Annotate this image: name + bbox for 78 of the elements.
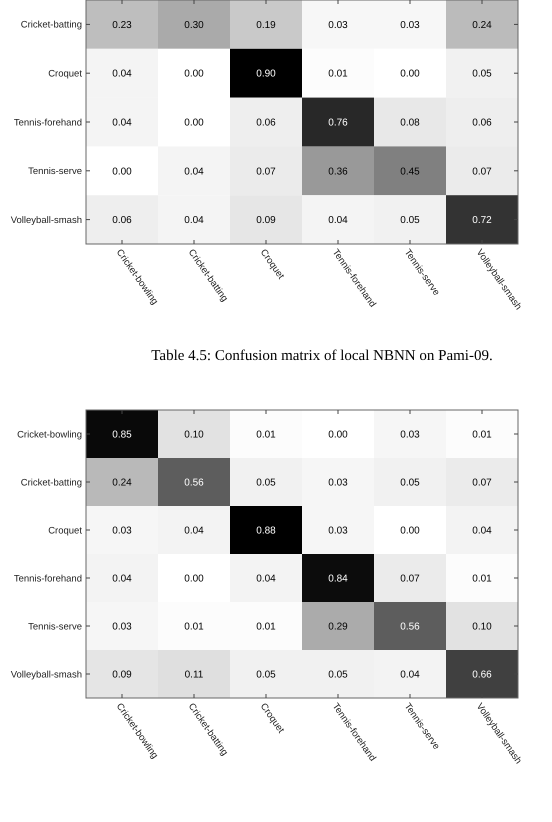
y-tick-label: Volleyball-smash <box>10 214 82 226</box>
y-tick-label: Tennis-forehand <box>14 117 82 128</box>
data-label: 0.05 <box>328 670 348 680</box>
data-label: 0.05 <box>256 670 276 680</box>
y-tick-label: Cricket-batting <box>20 20 82 31</box>
data-label: 0.11 <box>184 670 204 680</box>
data-label: 0.04 <box>400 670 420 680</box>
data-label: 0.00 <box>112 166 132 178</box>
data-label: 0.05 <box>256 478 276 488</box>
data-label: 0.76 <box>328 118 348 128</box>
data-label: 0.00 <box>184 574 204 584</box>
data-label: 0.01 <box>184 622 204 632</box>
data-label: 0.04 <box>256 574 276 584</box>
y-tick-label: Tennis-serve <box>28 621 82 632</box>
data-label: 0.66 <box>472 670 492 680</box>
data-label: 0.06 <box>256 118 276 128</box>
data-label: 0.01 <box>256 622 276 632</box>
data-label: 0.85 <box>112 430 132 440</box>
data-label: 0.56 <box>400 622 420 632</box>
data-label: 0.72 <box>472 215 492 226</box>
y-tick-label: Tennis-serve <box>28 166 82 178</box>
data-label: 0.30 <box>184 20 204 31</box>
data-label: 0.04 <box>184 215 204 226</box>
data-label: 0.84 <box>328 574 348 584</box>
data-label: 0.03 <box>112 622 132 632</box>
data-label: 0.08 <box>400 118 420 128</box>
data-label: 0.05 <box>472 68 492 80</box>
data-label: 0.04 <box>184 166 204 178</box>
data-label: 0.04 <box>112 68 132 80</box>
y-tick-label: Croquet <box>48 525 82 536</box>
data-label: 0.88 <box>256 526 276 536</box>
data-label: 0.04 <box>112 118 132 128</box>
data-label: 0.03 <box>400 20 420 31</box>
data-label: 0.56 <box>184 478 204 488</box>
y-tick-label: Volleyball-smash <box>10 669 82 680</box>
y-tick-label: Cricket-batting <box>20 477 82 488</box>
data-label: 0.03 <box>112 526 132 536</box>
data-label: 0.04 <box>184 526 204 536</box>
data-label: 0.04 <box>472 526 492 536</box>
data-label: 0.00 <box>400 68 420 80</box>
data-label: 0.00 <box>184 68 204 80</box>
data-label: 0.03 <box>328 526 348 536</box>
y-tick-label: Croquet <box>48 68 82 80</box>
data-label: 0.01 <box>472 574 492 584</box>
data-label: 0.04 <box>112 574 132 584</box>
data-label: 0.03 <box>400 430 420 440</box>
data-label: 0.36 <box>328 166 348 178</box>
data-label: 0.10 <box>184 430 204 440</box>
data-label: 0.19 <box>256 20 276 31</box>
data-label: 0.23 <box>112 20 132 31</box>
data-label: 0.45 <box>400 166 420 178</box>
data-label: 0.24 <box>472 20 492 31</box>
data-label: 0.03 <box>328 478 348 488</box>
data-label: 0.01 <box>328 68 348 80</box>
y-tick-label: Tennis-forehand <box>14 573 82 584</box>
data-label: 0.00 <box>400 526 420 536</box>
data-label: 0.00 <box>328 430 348 440</box>
data-label: 0.01 <box>472 430 492 440</box>
y-tick-label: Cricket-bowling <box>17 429 82 440</box>
data-label: 0.29 <box>328 622 348 632</box>
data-label: 0.05 <box>400 478 420 488</box>
data-label: 0.07 <box>256 166 276 178</box>
data-label: 0.09 <box>256 215 276 226</box>
data-label: 0.06 <box>472 118 492 128</box>
data-label: 0.09 <box>112 670 132 680</box>
data-label: 0.03 <box>328 20 348 31</box>
data-label: 0.06 <box>112 215 132 226</box>
data-label: 0.00 <box>184 118 204 128</box>
data-label: 0.07 <box>472 166 492 178</box>
data-label: 0.07 <box>472 478 492 488</box>
data-label: 0.90 <box>256 68 276 80</box>
data-label: 0.07 <box>400 574 420 584</box>
data-label: 0.05 <box>400 215 420 226</box>
data-label: 0.01 <box>256 430 276 440</box>
data-label: 0.24 <box>112 478 132 488</box>
data-label: 0.04 <box>328 215 348 226</box>
caption: Table 4.5: Confusion matrix of local NBNN on Pami-09. <box>151 348 493 364</box>
data-label: 0.10 <box>472 622 492 632</box>
